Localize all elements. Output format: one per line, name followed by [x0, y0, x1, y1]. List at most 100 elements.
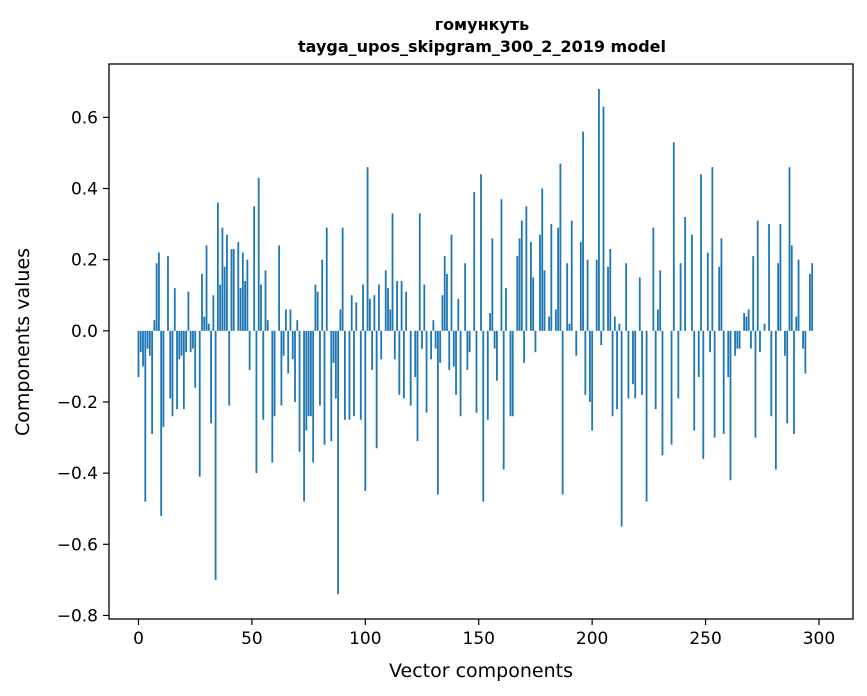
bar-184 — [554, 309, 557, 331]
bar-133 — [439, 330, 442, 363]
bar-215 — [625, 263, 628, 331]
bar-278 — [768, 224, 770, 331]
bar-271 — [752, 256, 755, 331]
bar-10 — [160, 330, 163, 516]
bar-127 — [425, 330, 428, 413]
bar-51 — [253, 206, 256, 331]
bar-155 — [489, 313, 491, 331]
x-tick-label-200: 200 — [576, 629, 608, 649]
bar-160 — [500, 199, 503, 331]
bar-256 — [718, 266, 721, 331]
bar-1 — [139, 330, 142, 353]
bar-114 — [396, 281, 398, 331]
bar-186 — [559, 163, 562, 331]
bar-39 — [226, 234, 228, 331]
bar-241 — [684, 216, 687, 331]
bar-78 — [314, 284, 317, 331]
bar-70 — [296, 320, 299, 331]
bar-25 — [194, 330, 197, 388]
bar-87 — [334, 330, 337, 399]
bar-96 — [355, 302, 358, 331]
x-tick-label-50: 50 — [241, 629, 263, 649]
bar-99 — [362, 284, 364, 331]
y-tick-label-7: 0.6 — [71, 108, 98, 128]
bar-20 — [182, 330, 185, 410]
bar-126 — [423, 284, 426, 331]
bar-157 — [493, 330, 496, 349]
x-axis-ticks: 0 50 100 150 200 250 300 — [133, 619, 835, 649]
bar-170 — [523, 330, 525, 363]
bar-130 — [432, 320, 435, 331]
bar-37 — [221, 227, 224, 331]
bars-group — [137, 88, 814, 595]
bar-95 — [353, 330, 355, 417]
bar-67 — [289, 309, 292, 331]
bar-85 — [330, 330, 333, 442]
bar-297 — [811, 263, 814, 331]
bar-158 — [495, 330, 498, 381]
bar-139 — [452, 330, 455, 367]
bar-48 — [246, 259, 249, 331]
bar-191 — [570, 220, 573, 331]
bar-244 — [691, 234, 693, 331]
bar-254 — [713, 330, 716, 438]
bar-274 — [759, 330, 761, 353]
bar-101 — [366, 167, 369, 331]
bar-198 — [586, 259, 589, 331]
bar-167 — [516, 256, 519, 331]
bar-55 — [262, 330, 265, 420]
bar-269 — [747, 309, 750, 331]
bar-11 — [162, 330, 165, 427]
bar-181 — [548, 316, 550, 331]
bar-165 — [511, 330, 514, 417]
bar-228 — [654, 330, 657, 410]
bar-82 — [323, 330, 326, 445]
bar-258 — [722, 330, 725, 434]
x-tick-label-250: 250 — [689, 629, 721, 649]
bar-199 — [588, 330, 591, 402]
bar-68 — [291, 330, 294, 360]
chart-title-line-2: tayga_upos_skipgram_300_2_2019 model — [298, 37, 666, 56]
bar-57 — [266, 320, 269, 331]
bar-112 — [391, 213, 394, 331]
bar-236 — [672, 142, 675, 331]
bar-125 — [421, 330, 423, 349]
bar-252 — [709, 330, 711, 353]
bar-247 — [697, 330, 700, 378]
bar-53 — [257, 177, 260, 331]
bar-251 — [706, 252, 709, 331]
bar-205 — [602, 106, 605, 331]
bar-40 — [228, 330, 231, 406]
bar-210 — [613, 316, 616, 331]
bar-216 — [627, 330, 630, 399]
bar-81 — [321, 259, 324, 331]
bar-197 — [584, 330, 587, 395]
bar-66 — [287, 330, 290, 374]
bar-162 — [505, 288, 507, 331]
bar-83 — [325, 227, 328, 331]
bar-89 — [339, 309, 342, 331]
bar-231 — [661, 330, 664, 456]
bar-171 — [525, 206, 528, 331]
bar-296 — [809, 273, 811, 331]
y-axis-label: Components values — [12, 248, 34, 436]
bar-22 — [187, 291, 190, 331]
bar-187 — [561, 330, 564, 495]
bar-80 — [319, 330, 321, 406]
bar-69 — [294, 330, 296, 402]
bar-193 — [575, 330, 578, 356]
bar-100 — [364, 330, 367, 491]
bar-185 — [557, 227, 560, 331]
bar-235 — [670, 330, 673, 445]
bar-294 — [804, 330, 807, 374]
bar-276 — [763, 323, 766, 331]
bar-283 — [779, 224, 782, 331]
bar-116 — [400, 281, 403, 331]
bar-98 — [359, 330, 362, 420]
bar-32 — [210, 330, 212, 424]
bar-260 — [727, 330, 730, 378]
bar-288 — [790, 245, 793, 331]
chart-title-line-1: гомункуть — [435, 15, 530, 34]
bar-138 — [450, 234, 453, 331]
bar-56 — [264, 270, 267, 331]
